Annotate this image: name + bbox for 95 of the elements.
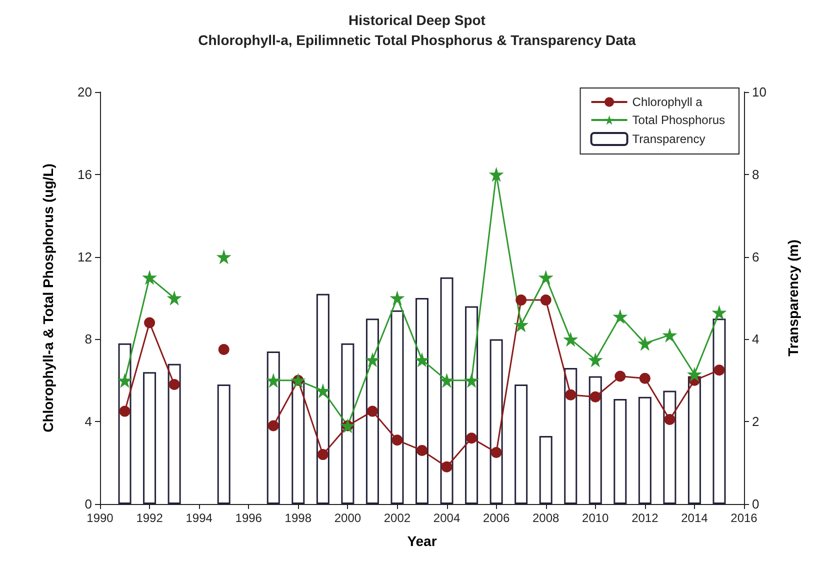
- y-tick-label: 0: [84, 496, 92, 512]
- chart-title: Historical Deep Spot: [348, 12, 486, 28]
- bar: [712, 318, 726, 504]
- bar: [539, 436, 552, 504]
- point: [168, 379, 180, 390]
- point: [714, 364, 725, 376]
- bar: [416, 298, 428, 504]
- point: [686, 366, 702, 382]
- point: [218, 344, 230, 355]
- bar: [217, 384, 230, 504]
- point: [662, 328, 678, 343]
- bar: [316, 294, 330, 504]
- bar: [490, 339, 503, 504]
- bar: [341, 343, 354, 504]
- y-tick-label: 12: [78, 249, 92, 264]
- y-axis-title: Chlorophyll-a & Total Phosphorus (ug/L): [40, 164, 56, 432]
- point: [268, 420, 279, 432]
- bar: [663, 390, 676, 504]
- legend-label: Transparency: [632, 132, 706, 146]
- bar: [143, 372, 156, 504]
- point: [639, 372, 650, 384]
- point: [664, 414, 676, 426]
- bar: [390, 310, 404, 504]
- x-tick-label: 1990: [86, 511, 114, 525]
- point: [392, 434, 403, 446]
- y2-tick-label: 2: [752, 414, 760, 430]
- legend-label: Chlorophyll a: [632, 95, 703, 109]
- point: [490, 447, 502, 458]
- chart-subtitle: Chlorophyll-a, Epilimnetic Total Phosphorus & Transparency Data: [198, 32, 636, 48]
- point: [614, 370, 626, 382]
- point: [166, 290, 182, 306]
- point: [414, 352, 430, 368]
- point: [144, 317, 156, 328]
- x-tick-label: 2004: [433, 511, 460, 525]
- point: [315, 383, 330, 398]
- x-tick-label: 2010: [582, 511, 610, 525]
- point: [712, 304, 727, 320]
- point: [117, 372, 132, 388]
- point: [588, 352, 603, 368]
- point: [565, 389, 576, 400]
- point: [416, 444, 428, 456]
- point: [538, 270, 554, 285]
- point: [540, 294, 552, 306]
- point: [514, 317, 529, 332]
- x-tick-label: 2002: [384, 511, 411, 525]
- point: [563, 332, 578, 347]
- point: [366, 406, 378, 417]
- point: [119, 406, 130, 417]
- point: [216, 249, 232, 264]
- y2-tick-label: 10: [752, 84, 766, 100]
- bar: [514, 384, 528, 504]
- bar: [292, 380, 305, 504]
- bar: [614, 398, 627, 504]
- x-tick-label: 2014: [681, 511, 708, 525]
- point: [266, 372, 281, 388]
- point: [488, 166, 504, 182]
- y2-tick-label: 4: [752, 332, 760, 347]
- x-tick-label: 1998: [284, 511, 312, 525]
- point: [317, 449, 328, 460]
- point: [439, 372, 454, 388]
- x-axis-title: Year: [407, 533, 438, 549]
- bar: [564, 368, 578, 504]
- bar: [465, 306, 478, 504]
- point: [516, 294, 527, 306]
- bar: [688, 376, 701, 504]
- y2-axis-title: Transparency (m): [785, 240, 801, 356]
- bar: [588, 376, 602, 504]
- y-tick-label: 8: [84, 332, 92, 347]
- y2-tick-label: 0: [752, 496, 760, 512]
- point: [637, 336, 652, 351]
- y-tick-label: 20: [78, 84, 92, 100]
- x-tick-label: 2008: [532, 511, 560, 525]
- bar: [168, 364, 181, 504]
- x-tick-label: 2012: [632, 511, 659, 525]
- x-tick-label: 2000: [334, 511, 362, 525]
- y-tick-label: 4: [84, 414, 92, 430]
- point: [464, 372, 480, 388]
- x-tick-label: 2006: [482, 511, 510, 525]
- x-tick-label: 1992: [136, 511, 164, 525]
- point: [364, 352, 380, 368]
- y2-tick-label: 8: [752, 166, 760, 182]
- bar: [638, 396, 652, 504]
- point: [590, 391, 601, 402]
- point: [390, 290, 405, 306]
- y2-tick-label: 6: [752, 249, 760, 264]
- legend-label: Total Phosphorus: [632, 113, 726, 127]
- x-tick-label: 1996: [235, 511, 262, 525]
- x-tick-label: 1994: [186, 511, 213, 525]
- bar: [440, 277, 454, 504]
- point: [142, 270, 158, 285]
- point: [441, 461, 452, 472]
- x-tick-label: 2016: [730, 511, 758, 525]
- point: [612, 309, 628, 324]
- point: [466, 432, 478, 444]
- y-tick-label: 16: [78, 166, 92, 182]
